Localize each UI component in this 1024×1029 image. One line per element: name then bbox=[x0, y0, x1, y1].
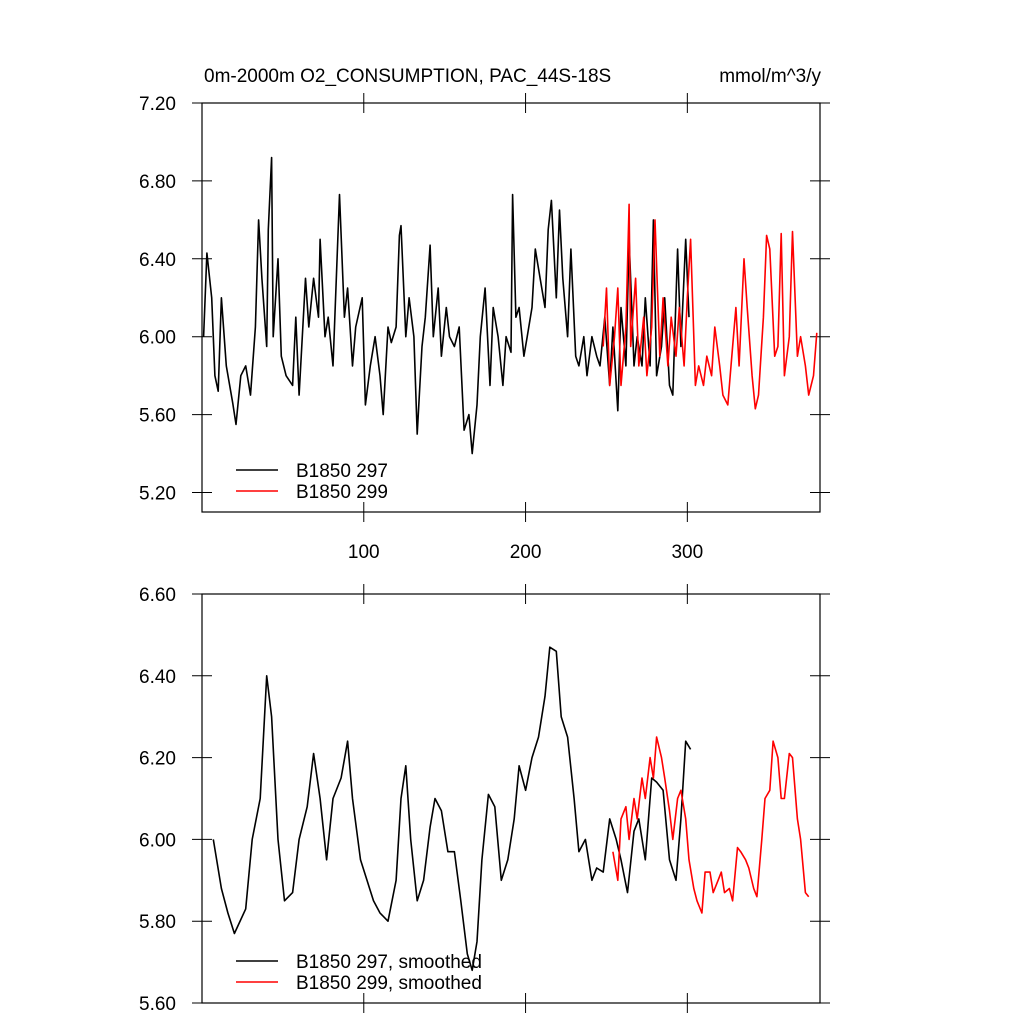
chart-title: 0m-2000m O2_CONSUMPTION, PAC_44S-18S bbox=[204, 66, 611, 87]
y-tick-label: 6.00 bbox=[139, 328, 176, 349]
y-tick-label: 6.40 bbox=[139, 250, 176, 271]
legend-label: B1850 297, smoothed bbox=[296, 952, 482, 973]
y-tick-label: 6.20 bbox=[139, 749, 176, 770]
series-line bbox=[212, 646, 692, 972]
y-tick-label: 5.60 bbox=[139, 994, 176, 1015]
y-tick-label: 5.20 bbox=[139, 484, 176, 505]
y-tick-label: 6.40 bbox=[139, 667, 176, 688]
plot-frame bbox=[201, 102, 821, 513]
legend-label: B1850 299 bbox=[296, 482, 388, 503]
y-tick-label: 5.80 bbox=[139, 912, 176, 933]
x-tick-label: 200 bbox=[510, 542, 542, 563]
chart-unit: mmol/m^3/y bbox=[719, 66, 821, 87]
x-tick-label: 300 bbox=[671, 542, 703, 563]
y-tick-label: 5.60 bbox=[139, 406, 176, 427]
y-tick-label: 7.20 bbox=[139, 94, 176, 115]
legend-label: B1850 299, smoothed bbox=[296, 973, 482, 994]
y-tick-label: 6.60 bbox=[139, 585, 176, 606]
legend-label: B1850 297 bbox=[296, 461, 388, 482]
y-tick-label: 6.80 bbox=[139, 172, 176, 193]
series-line bbox=[602, 203, 818, 410]
plot-frame bbox=[201, 593, 821, 1004]
series-line bbox=[612, 736, 810, 914]
y-tick-label: 6.00 bbox=[139, 830, 176, 851]
x-tick-label: 100 bbox=[348, 542, 380, 563]
